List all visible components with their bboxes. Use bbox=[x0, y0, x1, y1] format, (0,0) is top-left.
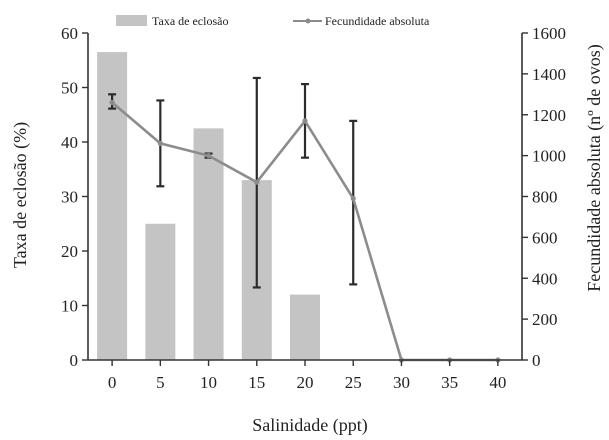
legend: Taxa de eclosão Fecundidade absoluta bbox=[116, 14, 430, 28]
point-25 bbox=[350, 195, 356, 202]
left-tick-label-10: 10 bbox=[61, 297, 78, 316]
point-20 bbox=[302, 118, 308, 124]
left-tick-label-30: 30 bbox=[61, 188, 78, 207]
point-0 bbox=[109, 99, 115, 106]
x-tick-label-0: 0 bbox=[108, 373, 117, 392]
right-tick-label-200: 200 bbox=[532, 310, 558, 329]
right-axis-title: Fecundidade absoluta (nº de ovos) bbox=[584, 44, 605, 292]
right-tick-label-1200: 1200 bbox=[532, 106, 566, 125]
legend-line-marker bbox=[305, 18, 311, 24]
right-tick-label-1600: 1600 bbox=[532, 24, 566, 43]
right-tick-label-0: 0 bbox=[532, 351, 541, 370]
legend-line-label: Fecundidade absoluta bbox=[325, 14, 430, 28]
bar-5 bbox=[145, 223, 176, 360]
right-tick-label-1400: 1400 bbox=[532, 65, 566, 84]
left-tick-label-60: 60 bbox=[61, 24, 78, 43]
x-tick-label-35: 35 bbox=[441, 373, 458, 392]
bar-10 bbox=[193, 128, 224, 360]
point-5 bbox=[157, 140, 163, 146]
legend-bar-swatch bbox=[116, 15, 147, 26]
left-tick-group: 0 10 20 30 40 50 60 bbox=[61, 24, 88, 370]
left-tick-label-20: 20 bbox=[61, 242, 78, 261]
x-tick-label-40: 40 bbox=[489, 373, 506, 392]
point-15 bbox=[254, 179, 260, 185]
point-10 bbox=[205, 153, 212, 159]
x-tick-label-15: 15 bbox=[248, 373, 265, 392]
right-tick-group: 0 200 400 600 800 1000 1200 1400 1600 bbox=[522, 24, 566, 370]
x-tick-label-30: 30 bbox=[393, 373, 410, 392]
bar-group bbox=[97, 52, 320, 360]
left-tick-label-40: 40 bbox=[61, 133, 78, 152]
x-tick-label-5: 5 bbox=[156, 373, 165, 392]
x-tick-label-20: 20 bbox=[297, 373, 314, 392]
left-tick-label-50: 50 bbox=[61, 79, 78, 98]
right-tick-label-1000: 1000 bbox=[532, 147, 566, 166]
x-tick-group: 0 5 10 15 20 25 30 35 40 bbox=[108, 360, 506, 392]
right-tick-label-600: 600 bbox=[532, 228, 558, 247]
x-tick-label-10: 10 bbox=[200, 373, 217, 392]
right-tick-label-400: 400 bbox=[532, 269, 558, 288]
left-tick-label-0: 0 bbox=[70, 351, 79, 370]
right-tick-label-800: 800 bbox=[532, 188, 558, 207]
left-axis-title: Taxa de eclosão (%) bbox=[10, 122, 31, 268]
x-axis-title: Salinidade (ppt) bbox=[252, 415, 367, 436]
legend-bar-label: Taxa de eclosão bbox=[152, 14, 228, 28]
x-tick-label-25: 25 bbox=[345, 373, 362, 392]
bar-20 bbox=[290, 294, 320, 360]
